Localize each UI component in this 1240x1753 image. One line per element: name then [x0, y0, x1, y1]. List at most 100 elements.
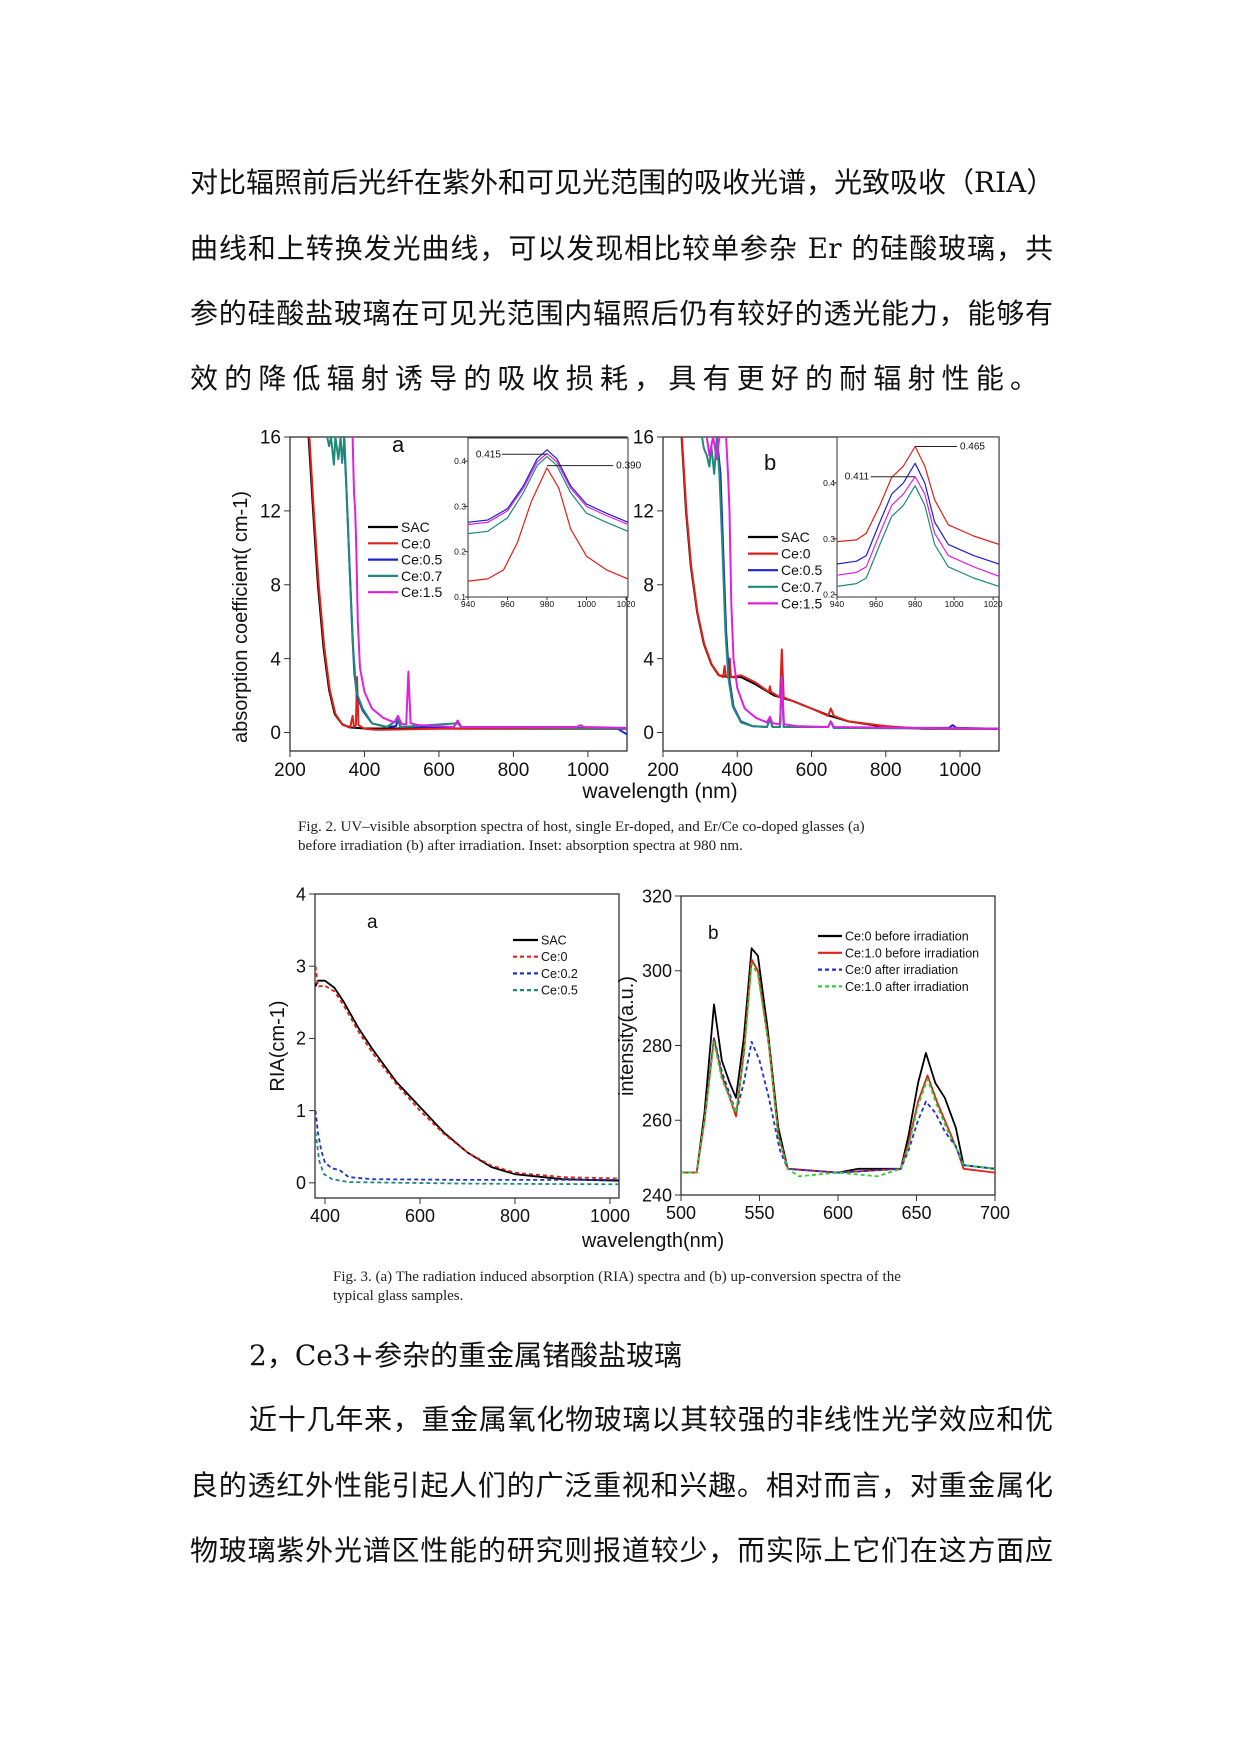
paragraph-line: 近十几年来，重金属氧化物玻璃以其较强的非线性光学效应和优: [249, 1403, 1053, 1436]
x-tick-label: 600: [405, 1206, 435, 1226]
paragraph-line: 良的透红外性能引起人们的广泛重视和兴趣。相对而言，对重金属化: [190, 1469, 1053, 1502]
series-line-ce-1-5: [837, 476, 999, 577]
series-line-ce-0: [680, 437, 999, 730]
legend-label: Ce:0: [781, 546, 811, 562]
y-tick-label: 12: [633, 502, 654, 523]
legend-label: Ce:1.0 after irradiation: [845, 980, 969, 994]
y-tick-label: 0.3: [823, 534, 835, 544]
x-tick-label: 550: [744, 1203, 774, 1223]
y-tick-label: 0.4: [454, 456, 466, 466]
y-tick-label: 8: [643, 575, 654, 596]
annotation-label: 0.465: [960, 442, 985, 453]
x-axis-label: wavelength (nm): [581, 780, 737, 803]
legend-label: Ce:1.5: [781, 595, 822, 611]
series-line-ce-0: [837, 445, 999, 545]
paragraph-line: 效的降低辐射诱导的吸收损耗，具有更好的耐辐射性能。: [190, 362, 1042, 395]
legend-label: Ce:0.5: [401, 552, 442, 568]
x-tick-label: 400: [310, 1206, 340, 1226]
y-tick-label: 0: [643, 723, 654, 744]
legend-label: Ce:0 before irradiation: [845, 930, 969, 944]
legend-label: Ce:1.5: [401, 584, 442, 600]
y-tick-label: 280: [642, 1036, 672, 1056]
series-line-ce-0-5: [315, 1132, 619, 1186]
y-axis-label: intensity(a.u.): [616, 976, 638, 1096]
y-tick-label: 4: [643, 649, 654, 670]
series-line-ce-0: [315, 966, 619, 1180]
fig2b_inset-plot-frame: [836, 436, 1000, 598]
x-tick-label: 960: [500, 599, 514, 609]
x-tick-label: 940: [461, 599, 475, 609]
x-tick-label: 200: [647, 760, 679, 781]
x-tick-label: 700: [980, 1203, 1010, 1223]
section-heading: 2，Ce3+参杂的重金属锗酸盐玻璃: [249, 1339, 683, 1372]
x-tick-label: 800: [500, 1206, 530, 1226]
panel-label: a: [392, 432, 405, 457]
legend-label: Ce:1.0 before irradiation: [845, 946, 979, 960]
y-tick-label: 0.1: [454, 592, 466, 602]
x-tick-label: 980: [540, 599, 554, 609]
y-tick-label: 4: [296, 884, 306, 904]
y-tick-label: 240: [642, 1185, 672, 1205]
legend-label: Ce:0: [401, 535, 431, 551]
legend-label: SAC: [781, 529, 810, 545]
paragraph-line: 对比辐照前后光纤在紫外和可见光范围的吸收光谱，光致吸收（RIA）: [190, 166, 1055, 199]
series-line-ce-0: [308, 437, 627, 731]
x-tick-label: 600: [423, 760, 455, 781]
panel-label: b: [708, 923, 719, 944]
x-tick-label: 940: [830, 599, 844, 609]
series-line-ce-1-5: [468, 452, 628, 526]
y-tick-label: 8: [270, 575, 281, 596]
x-tick-label: 960: [869, 599, 883, 609]
x-tick-label: 1000: [590, 1206, 630, 1226]
y-tick-label: 0.3: [454, 501, 466, 511]
x-axis-label: wavelength(nm): [581, 1230, 724, 1252]
series-line-ce-0: [468, 467, 628, 582]
figure-2-caption: before irradiation (b) after irradiation…: [298, 838, 743, 854]
series-line-ce-0-2: [315, 1110, 619, 1181]
x-tick-label: 200: [274, 760, 306, 781]
series-line-ce-1-5: [705, 437, 999, 730]
y-tick-label: 0: [270, 723, 281, 744]
series-line-sac: [315, 979, 619, 1182]
y-tick-label: 3: [296, 957, 306, 977]
y-axis-label: absorption coefficient( cm-1): [230, 491, 252, 743]
x-tick-label: 1020: [617, 599, 636, 609]
x-tick-label: 1000: [577, 599, 596, 609]
series-line-ce-0-after-irradiation: [681, 1037, 995, 1174]
figure-2-caption: Fig. 2. UV–visible absorption spectra of…: [298, 819, 865, 835]
x-tick-label: 800: [870, 760, 902, 781]
panel-label: a: [367, 912, 378, 933]
series-line-ce-0-7: [468, 456, 628, 535]
x-tick-label: 1020: [984, 599, 1003, 609]
x-tick-label: 1000: [567, 760, 609, 781]
y-tick-label: 4: [270, 649, 281, 670]
y-axis-label: RIA(cm-1): [267, 1000, 289, 1091]
y-tick-label: 0.2: [823, 590, 835, 600]
paragraph-line: 曲线和上转换发光曲线，可以发现相比较单参杂 Er 的硅酸玻璃，共: [190, 232, 1053, 265]
fig3b-plot-frame: [680, 895, 996, 1196]
y-tick-label: 16: [260, 428, 281, 449]
series-line-ce-0-5: [468, 449, 628, 523]
x-tick-label: 400: [721, 760, 753, 781]
legend-label: Ce:0.2: [541, 967, 578, 981]
legend-label: Ce:0 after irradiation: [845, 963, 958, 977]
y-tick-label: 300: [642, 961, 672, 981]
legend-label: Ce:0.7: [401, 568, 442, 584]
series-line-ce-0-7: [837, 485, 999, 587]
y-tick-label: 0.4: [823, 478, 835, 488]
x-tick-label: 650: [901, 1203, 931, 1223]
y-tick-label: 320: [642, 886, 672, 906]
x-tick-label: 1000: [939, 760, 981, 781]
x-tick-label: 600: [823, 1203, 853, 1223]
legend-label: Ce:0.5: [781, 562, 822, 578]
fig2a_inset-plot-frame: [467, 437, 629, 598]
legend-label: Ce:0.7: [781, 579, 822, 595]
y-tick-label: 260: [642, 1111, 672, 1131]
legend-label: SAC: [401, 519, 430, 535]
series-line-ce-1-5: [351, 437, 627, 729]
y-tick-label: 0.2: [454, 547, 466, 557]
legend-label: Ce:0: [541, 950, 567, 964]
x-tick-label: 800: [498, 760, 530, 781]
